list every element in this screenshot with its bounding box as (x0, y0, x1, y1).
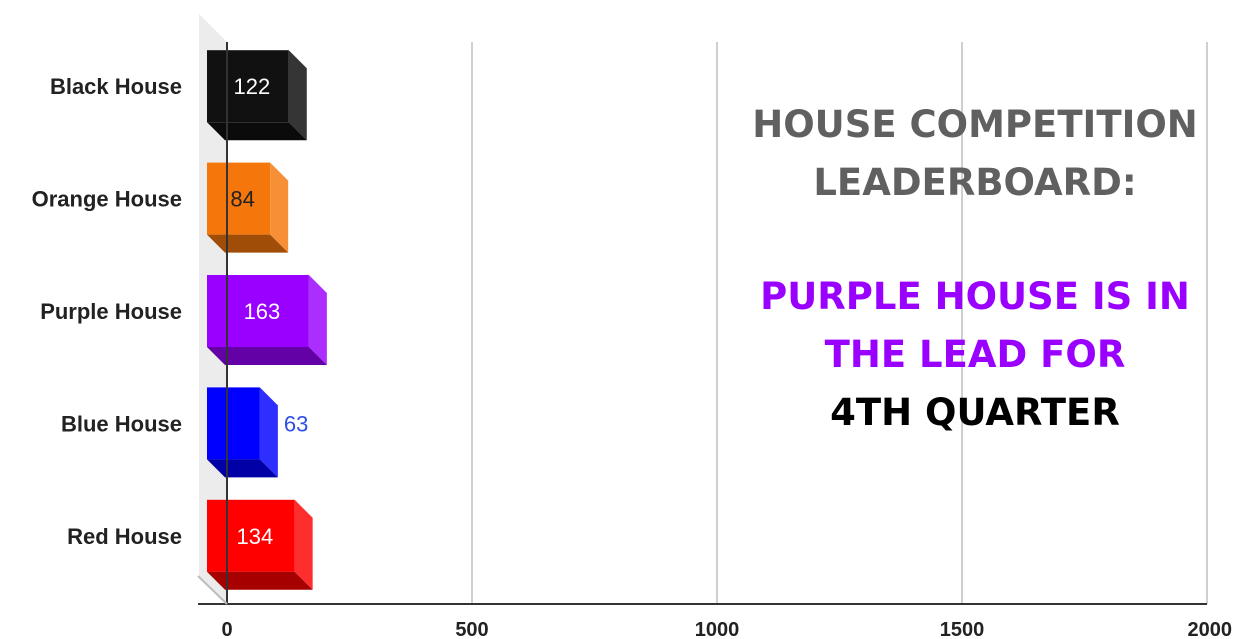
x-tick-label: 1500 (940, 619, 985, 639)
x-tick-label: 0 (221, 619, 232, 639)
data-labels: 122 84 163 63 134 (230, 74, 308, 549)
annotation-title-line-2: Leaderboard: (813, 161, 1137, 204)
bar-side-face (270, 162, 289, 253)
depth-edge-line (197, 575, 228, 605)
category-label: Orange House (32, 187, 182, 212)
x-tick-label: 2000 (1188, 619, 1233, 639)
annotation-title-line-1: House Competition (752, 103, 1198, 146)
bar-front-face (207, 499, 295, 572)
bar-bottom-face (207, 347, 327, 365)
gridlines (471, 42, 1208, 604)
data-label: 84 (230, 187, 254, 212)
axes (197, 42, 1207, 605)
bar-front-face (207, 387, 260, 460)
bar-bottom-face (207, 459, 278, 478)
data-label: 163 (244, 299, 281, 324)
x-tick-label: 500 (455, 619, 488, 639)
bar-side-face (294, 499, 313, 590)
data-label: 134 (236, 524, 273, 549)
leaderboard-annotation: House Competition Leaderboard: Purple Ho… (730, 96, 1220, 442)
bar-front-face (207, 50, 289, 123)
x-tick-label: 1000 (695, 619, 740, 639)
bar-bottom-face (207, 571, 313, 590)
category-label: Blue House (61, 411, 182, 436)
bar-side-face (259, 387, 278, 478)
bar-blue-house (207, 387, 278, 478)
x-tick-labels: 0 500 1000 1500 2000 (221, 619, 1232, 639)
bars (207, 50, 327, 590)
bar-orange-house (207, 162, 289, 253)
category-label: Red House (67, 524, 182, 549)
data-label: 122 (234, 74, 271, 99)
bar-front-face (207, 162, 271, 235)
bar-front-face (207, 275, 309, 347)
category-label: Purple House (40, 299, 182, 324)
bar-side-face (288, 50, 307, 141)
bar-purple-house (207, 275, 327, 365)
category-labels: Black House Orange House Purple House Blue … (32, 74, 182, 549)
data-label: 63 (284, 411, 308, 436)
annotation-lead-line-2: the lead for (824, 333, 1126, 376)
annotation-lead-line-1: Purple House is in (760, 275, 1190, 318)
bar-black-house (207, 50, 307, 141)
category-label: Black House (50, 74, 182, 99)
annotation-quarter-line: 4th Quarter (830, 391, 1120, 434)
bar-bottom-face (207, 122, 307, 141)
bar-red-house (207, 499, 313, 590)
bar-side-face (308, 275, 327, 365)
